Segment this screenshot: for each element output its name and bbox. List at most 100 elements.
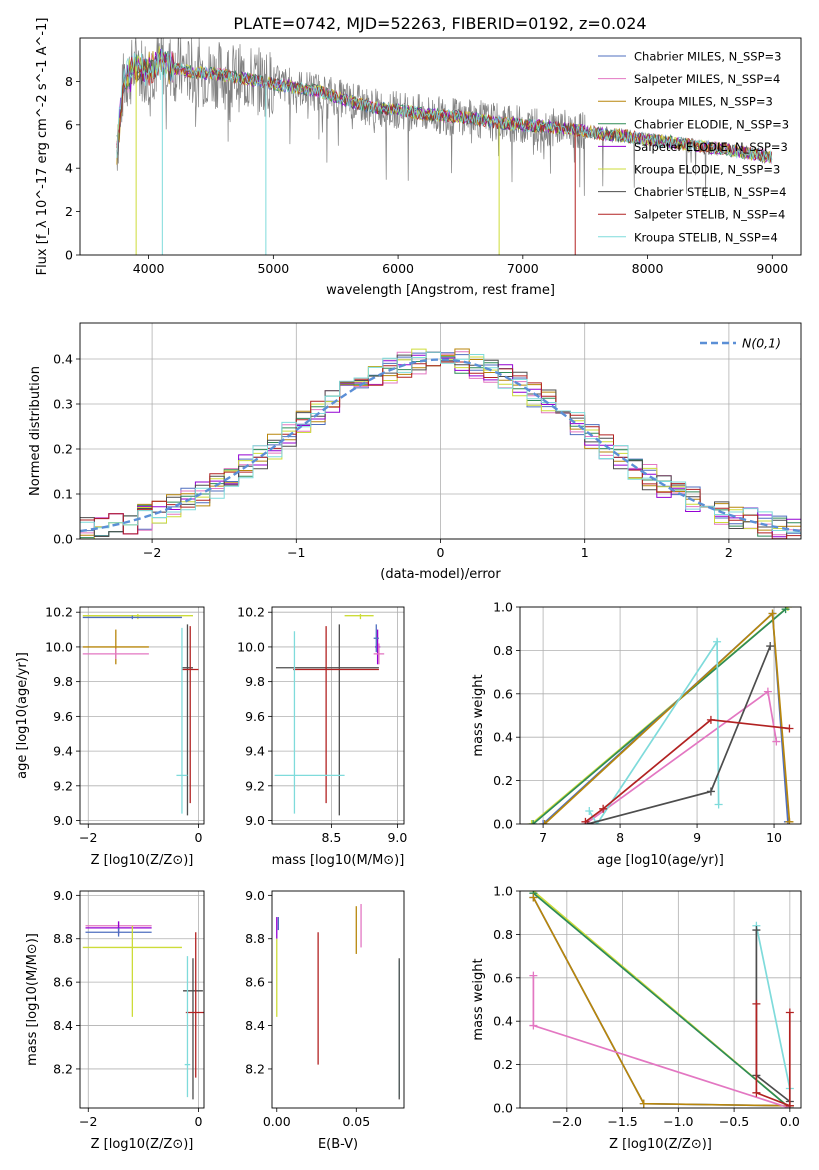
weight_vs_Z-ytick-label: 0.4 [493,1014,513,1029]
mass_vs_Z-ytick-label: 8.8 [53,931,73,946]
weight-marker-chabrier_stelib [766,642,775,651]
spectrum-ytick-label: 0 [65,248,73,263]
age_vs_Z-errorbars [82,613,199,816]
mass_vs_ebv-frame [271,890,405,1109]
weight_vs_age-xtick-label: 9 [693,830,701,845]
spectrum-xtick-label: 6000 [382,261,414,276]
age_vs_mass-ytick-label: 10.2 [237,605,265,620]
mass_vs_ebv-ytick-label: 8.8 [245,931,265,946]
spectrum-ytick-label: 8 [65,74,73,89]
weight_vs_Z-ytick-label: 0.6 [493,970,513,985]
weight-marker-kroupa_stelib [713,637,722,646]
weight-marker-kroupa_miles [529,893,538,902]
weight-marker-salpeter_miles [529,1021,538,1030]
mass_vs_Z-ytick-label: 8.6 [53,975,73,990]
age_vs_Z-ytick-label: 9.2 [53,778,73,793]
spectrum-xtick-label: 9000 [756,261,788,276]
weight-marker-kroupa_miles [785,817,794,824]
residuals-axes: −2 −1 0 1 2 0.0 0.1 0.2 0.3 0.4 [53,323,801,560]
mass_vs_ebv-ytick-label: 9.0 [245,888,265,903]
plots-container: 4000 5000 6000 7000 8000 900002468wavelength … [15,18,802,1152]
weight_vs_age-ytick-label: 1.0 [493,600,513,615]
weight-marker-salpeter_stelib [785,724,794,733]
mass_vs_Z-xtick-label: 0 [195,1114,203,1129]
spectrum-xtick-label: 7000 [507,261,539,276]
weight_vs_age-ylabel: mass weight [471,674,486,756]
weight_vs_Z-xtick-label: 0.0 [780,1114,800,1129]
residuals-ytick-label: 0.3 [53,397,73,412]
spectrum-legend: Chabrier MILES, N_SSP=3 Salpeter MILES, N… [598,50,789,244]
age_vs_Z-ytick-label: 10.0 [45,639,73,654]
spectrum-xtick-label: 4000 [133,261,165,276]
gaussian-curve [80,358,801,533]
age_vs_Z-frame [79,606,205,825]
spectrum-ytick-label: 2 [65,204,73,219]
weight-marker-chabrier_miles [539,820,548,824]
mass_vs_ebv-xtick-label: 0.00 [263,1114,291,1129]
mass_vs_Z-errorbars [82,921,204,1100]
weight_vs_age-ytick-label: 0.4 [493,730,513,745]
mass_vs_ebv-ytick-label: 8.4 [245,1018,265,1033]
legend-label-salpeter_stelib: Salpeter STELIB, N_SSP=4 [634,208,785,222]
weight_vs_age-xtick-label: 7 [539,830,547,845]
mass_vs_Z-ylabel: mass [log10(M/M⊙)] [25,933,40,1066]
weight_vs_Z-ytick-label: 0.8 [493,927,513,942]
spectrum-lines [116,38,773,255]
weight_vs_Z-ytick-label: 0.0 [493,1101,513,1116]
weight_vs_Z-xtick-label: −1.5 [607,1114,637,1129]
age_vs_Z-xtick-label: 0 [195,830,203,845]
legend-label-chabrier_miles: Chabrier MILES, N_SSP=3 [634,50,781,64]
spectrum-axes: 4000 5000 6000 7000 8000 9000 0 2 4 6 8 [65,74,788,276]
age_vs_Z-axes: −2 0 9.0 9.2 9.4 9.6 9.8 10.0 10.2 [45,605,204,845]
weight_vs_age-ytick-label: 0.6 [493,686,513,701]
weight_vs_age-lines [527,607,794,824]
age_vs_mass-ytick-label: 9.2 [245,778,265,793]
model-salpeter_stelib [116,52,773,163]
weight-marker-kroupa_stelib [585,806,594,815]
residuals-xlabel: (data-model)/error [380,567,501,582]
weight-marker-kroupa_miles [768,609,777,618]
residuals-ytick-label: 0.0 [53,532,73,547]
weight-marker-salpeter_stelib [581,817,590,824]
spectrum-xtick-label: 5000 [257,261,289,276]
mass_vs_Z-ytick-label: 9.0 [53,888,73,903]
weight_vs_Z-frame [519,890,802,1109]
weight_vs_Z-ytick-label: 0.2 [493,1057,513,1072]
weight_vs_Z-lines [529,891,794,1108]
model-chabrier_stelib [116,50,773,162]
weight-marker-salpeter_miles [763,687,772,696]
weight_vs_Z-ylabel: mass weight [471,958,486,1040]
weight-marker-chabrier_stelib [706,787,715,796]
mass_vs_ebv-errorbars [276,904,400,1100]
residuals-xtick-label: 2 [725,545,733,560]
mass_vs_ebv-ytick-label: 8.2 [245,1061,265,1076]
weight-marker-salpeter_miles [772,737,781,746]
mass_vs_Z-xtick-label: −2 [79,1114,97,1129]
weight-line-kroupa_stelib [755,925,791,1108]
weight-line-chabrier_elodie [532,892,791,1108]
weight-marker-salpeter_stelib [785,1008,794,1017]
age_vs_mass-frame [271,606,405,825]
figure-title: PLATE=0742, MJD=52263, FIBERID=0192, z=0… [233,14,646,33]
weight-marker-kroupa_miles [639,1099,648,1108]
residuals-frame [79,322,802,540]
weight_vs_age-ytick-label: 0.2 [493,773,513,788]
residuals-xtick-label: −1 [287,545,305,560]
spectrum-xlabel: wavelength [Angstrom, rest frame] [326,283,555,298]
weight-marker-salpeter_stelib [599,804,608,813]
weight-line-kroupa_stelib [588,638,720,824]
residuals-ytick-label: 0.4 [53,352,73,367]
spectrum-ytick-label: 4 [65,161,73,176]
weight_vs_Z-xtick-label: −1.0 [663,1114,693,1129]
mass_vs_Z-ytick-label: 8.2 [53,1061,73,1076]
legend-label-salpeter_elodie: Salpeter ELODIE, N_SSP=3 [634,140,788,154]
weight-marker-kroupa_stelib [714,800,723,809]
weight_vs_age-xlabel: age [log10(age/yr)] [597,853,724,868]
mass_vs_Z-axes: −2 0 8.2 8.4 8.6 8.8 9.0 [53,888,204,1129]
age_vs_mass-ytick-label: 10.0 [237,639,265,654]
weight-marker-chabrier_elodie [529,820,538,824]
spectrum-frame [79,37,802,256]
weight-marker-chabrier_elodie [781,607,790,614]
age_vs_Z-ytick-label: 9.0 [53,813,73,828]
